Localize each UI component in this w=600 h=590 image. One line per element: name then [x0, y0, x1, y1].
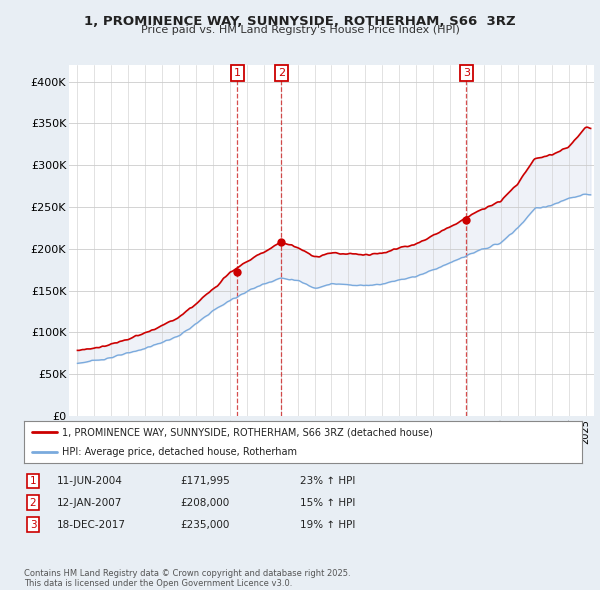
- Text: 23% ↑ HPI: 23% ↑ HPI: [300, 476, 355, 486]
- Text: 18-DEC-2017: 18-DEC-2017: [57, 520, 126, 529]
- Text: 1, PROMINENCE WAY, SUNNYSIDE, ROTHERHAM, S66  3RZ: 1, PROMINENCE WAY, SUNNYSIDE, ROTHERHAM,…: [84, 15, 516, 28]
- Text: HPI: Average price, detached house, Rotherham: HPI: Average price, detached house, Roth…: [62, 447, 297, 457]
- Text: Price paid vs. HM Land Registry's House Price Index (HPI): Price paid vs. HM Land Registry's House …: [140, 25, 460, 35]
- Text: 2: 2: [29, 498, 37, 507]
- Text: Contains HM Land Registry data © Crown copyright and database right 2025.
This d: Contains HM Land Registry data © Crown c…: [24, 569, 350, 588]
- Text: £235,000: £235,000: [180, 520, 229, 529]
- Text: 3: 3: [463, 68, 470, 78]
- Text: £208,000: £208,000: [180, 498, 229, 507]
- Text: 11-JUN-2004: 11-JUN-2004: [57, 476, 123, 486]
- Text: 12-JAN-2007: 12-JAN-2007: [57, 498, 122, 507]
- Text: 1, PROMINENCE WAY, SUNNYSIDE, ROTHERHAM, S66 3RZ (detached house): 1, PROMINENCE WAY, SUNNYSIDE, ROTHERHAM,…: [62, 427, 433, 437]
- Text: 15% ↑ HPI: 15% ↑ HPI: [300, 498, 355, 507]
- Text: 1: 1: [234, 68, 241, 78]
- Text: 19% ↑ HPI: 19% ↑ HPI: [300, 520, 355, 529]
- Text: £171,995: £171,995: [180, 476, 230, 486]
- Text: 3: 3: [29, 520, 37, 529]
- Text: 1: 1: [29, 476, 37, 486]
- Text: 2: 2: [278, 68, 285, 78]
